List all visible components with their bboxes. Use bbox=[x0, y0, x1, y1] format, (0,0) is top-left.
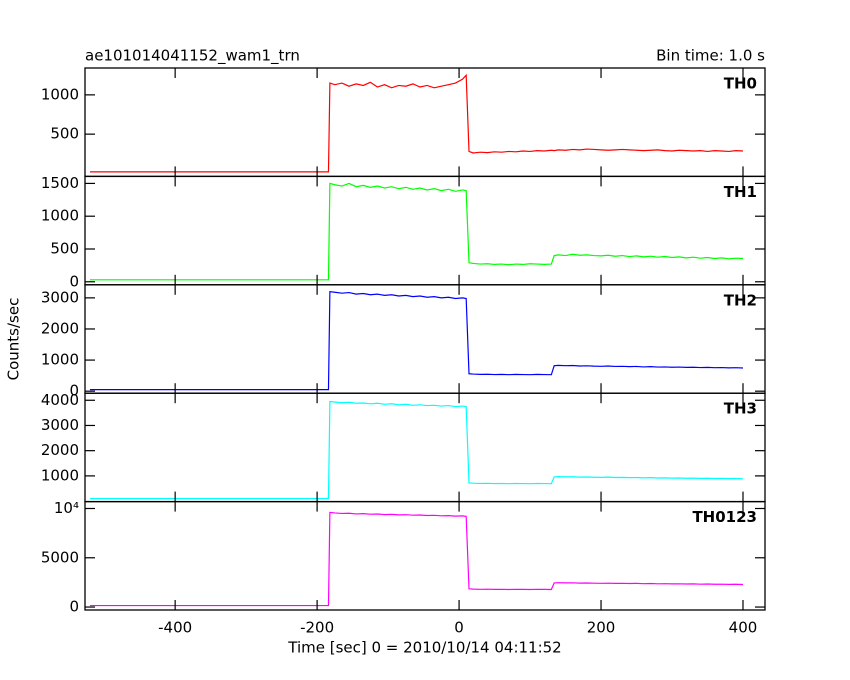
x-tick-label: -400 bbox=[158, 619, 192, 637]
panel-frame bbox=[84, 175, 766, 286]
y-tick-label: 2000 bbox=[41, 441, 79, 459]
panel-frame bbox=[84, 67, 766, 178]
y-tick-label: 5000 bbox=[41, 548, 79, 566]
y-tick-label: 500 bbox=[50, 125, 79, 143]
panel-label: TH3 bbox=[724, 400, 757, 418]
light-curve bbox=[89, 73, 744, 173]
y-tick-label: 500 bbox=[50, 239, 79, 257]
y-tick-label: 1000 bbox=[41, 466, 79, 484]
panel-label: TH1 bbox=[724, 183, 757, 201]
chart-title: ae101014041152_wam1_trn bbox=[85, 47, 300, 66]
y-tick-label: 0 bbox=[69, 598, 79, 616]
light-curve bbox=[89, 511, 744, 607]
x-tick-label: 0 bbox=[454, 619, 464, 637]
chart-subtitle: Bin time: 1.0 s bbox=[656, 47, 765, 65]
y-tick-label: 10⁴ bbox=[54, 499, 79, 517]
y-tick-label: 3000 bbox=[41, 416, 79, 434]
y-tick-label: 4000 bbox=[41, 391, 79, 409]
light-curve bbox=[89, 290, 744, 391]
light-curve bbox=[89, 182, 744, 281]
y-tick-label: 1500 bbox=[41, 174, 79, 192]
panel-label: TH0123 bbox=[692, 508, 757, 526]
y-tick-label: 1000 bbox=[41, 207, 79, 225]
x-tick-label: 400 bbox=[729, 619, 758, 637]
y-tick-label: 1000 bbox=[41, 85, 79, 103]
light-curve bbox=[89, 400, 744, 500]
panel-label: TH0 bbox=[724, 75, 757, 93]
y-tick-label: 0 bbox=[69, 382, 79, 400]
x-tick-label: 200 bbox=[587, 619, 616, 637]
panel-frame bbox=[84, 284, 766, 394]
x-tick-label: -200 bbox=[300, 619, 334, 637]
y-tick-label: 3000 bbox=[41, 288, 79, 306]
panel-label: TH2 bbox=[724, 291, 757, 309]
panel-frame bbox=[84, 392, 766, 503]
y-tick-label: 0 bbox=[69, 272, 79, 290]
y-tick-label: 2000 bbox=[41, 319, 79, 337]
y-axis-label: Counts/sec bbox=[5, 298, 23, 381]
panel-frame bbox=[84, 500, 766, 611]
x-axis-label: Time [sec] 0 = 2010/10/14 04:11:52 bbox=[287, 639, 561, 657]
y-tick-label: 1000 bbox=[41, 351, 79, 369]
